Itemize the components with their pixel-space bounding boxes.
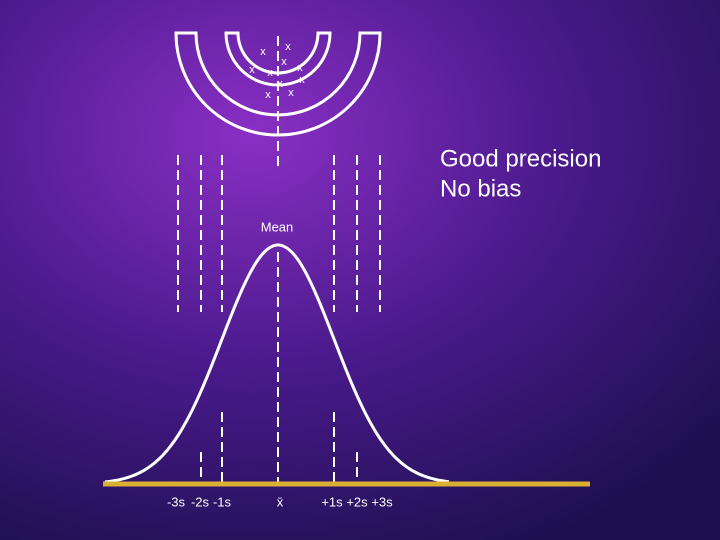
- shot-mark: x: [285, 41, 291, 53]
- target: x xxx x xx xx x: [174, 31, 382, 170]
- shot-mark: x: [297, 62, 303, 74]
- axis-label: +2s: [346, 494, 368, 509]
- shot-mark: x: [281, 56, 287, 68]
- shot-mark: x: [267, 67, 273, 79]
- shot-mark: x: [265, 89, 271, 101]
- caption: No bias: [440, 175, 521, 202]
- sigma-lines: [177, 155, 381, 312]
- axis-label: -2s: [191, 494, 210, 509]
- shot-mark: x: [277, 78, 283, 90]
- bell-curve: [104, 243, 450, 484]
- axis-label: -3s: [167, 494, 186, 509]
- axis-label: +3s: [371, 494, 393, 509]
- axis-label: -1s: [213, 494, 232, 509]
- outer-ring: [174, 31, 382, 137]
- shot-mark: x: [260, 46, 266, 58]
- inner-ring: [224, 31, 332, 87]
- shot-mark: x: [299, 74, 305, 86]
- mean-label: Mean: [261, 219, 294, 234]
- axis-label: x̄: [277, 494, 284, 509]
- caption: Good precision: [440, 145, 601, 172]
- axis-label: +1s: [321, 494, 343, 509]
- shot-mark: x: [249, 64, 255, 76]
- shot-mark: x: [288, 87, 294, 99]
